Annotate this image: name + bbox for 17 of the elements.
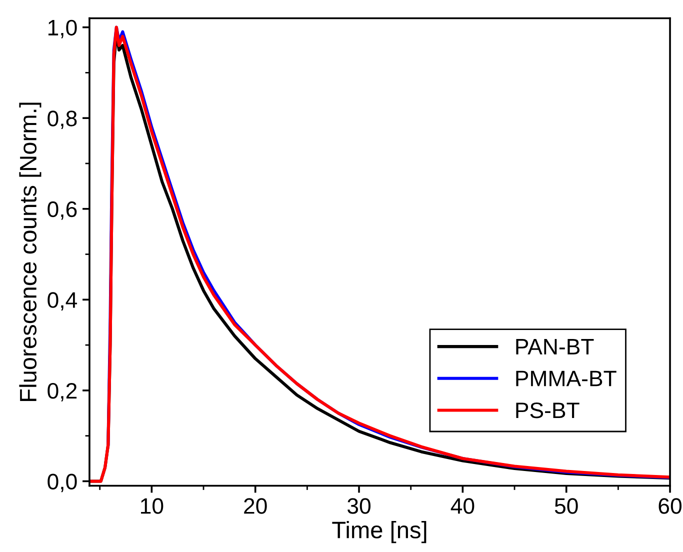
x-tick-label: 10 [141, 498, 164, 514]
legend-label: PMMA-BT [516, 370, 616, 386]
y-tick-label: 0,4 [48, 292, 78, 311]
y-tick-label: 0,2 [48, 382, 77, 402]
x-tick-label: 50 [554, 498, 578, 514]
x-axis-title: Time [ns] [332, 521, 426, 544]
x-tick-label: 60 [658, 498, 682, 514]
x-tick-label: 40 [450, 498, 474, 514]
y-tick-label: 1,0 [48, 20, 77, 38]
y-tick-label: 0,6 [48, 201, 77, 220]
y-axis-title: Fluorescence counts [Norm.] [19, 102, 42, 401]
legend-label: PS-BT [516, 402, 580, 418]
x-tick-label: 20 [244, 498, 267, 514]
y-tick-label: 0,8 [48, 110, 77, 129]
legend-label: PAN-BT [516, 339, 594, 354]
x-tick-label: 30 [348, 498, 371, 514]
y-tick-label: 0,0 [48, 474, 77, 492]
